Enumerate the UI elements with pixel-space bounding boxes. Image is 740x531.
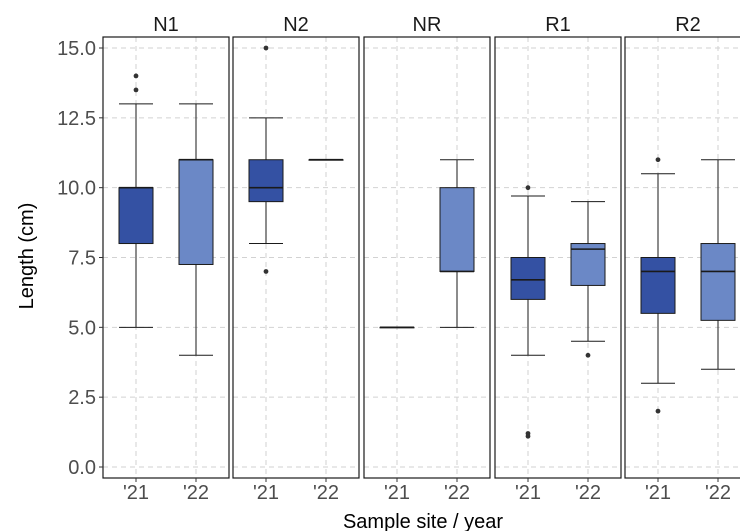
outlier-point <box>133 73 139 79</box>
box-iqr <box>570 243 606 286</box>
outlier-point <box>263 269 269 274</box>
y-tick-label: 12.5 <box>57 108 96 130</box>
x-tick-label: '22 <box>705 482 731 504</box>
box-iqr <box>510 257 546 300</box>
y-tick-label: 5.0 <box>68 317 96 339</box>
box-iqr <box>700 243 736 321</box>
y-tick-label: 0.0 <box>68 457 96 479</box>
outlier-point <box>263 45 269 51</box>
box-R1-22 <box>570 201 606 358</box>
box-NR-22 <box>439 159 475 328</box>
y-tick-label: 2.5 <box>68 387 96 409</box>
box-NR-21 <box>379 326 415 329</box>
x-tick-label: '22 <box>313 482 339 504</box>
x-tick-label: '21 <box>384 482 410 504</box>
outlier-point <box>525 431 531 436</box>
facet-panel <box>363 36 491 479</box>
box-N1-21 <box>118 73 154 328</box>
box-N1-22 <box>178 103 214 356</box>
x-tick-label: '22 <box>575 482 601 504</box>
outlier-point <box>655 408 661 414</box>
outlier-point <box>133 87 139 93</box>
facet-title: R2 <box>675 14 701 36</box>
facet-panel <box>494 36 622 479</box>
axis-layer: Length (cm) Sample site / year 0.0 2.5 5.0… <box>16 14 731 531</box>
facet-title: NR <box>413 14 442 36</box>
box-layer <box>118 45 736 439</box>
box-iqr <box>178 159 214 265</box>
x-tick-label: '22 <box>444 482 470 504</box>
facet-title: N2 <box>283 14 309 36</box>
box-iqr <box>118 187 154 245</box>
x-tick-label: '21 <box>645 482 671 504</box>
box-N2-22 <box>308 158 344 161</box>
facet-panel <box>624 36 740 479</box>
x-tick-label: '22 <box>183 482 209 504</box>
box-N2-21 <box>248 45 284 274</box>
x-tick-label: '21 <box>253 482 279 504</box>
x-tick-label: '21 <box>123 482 149 504</box>
y-tick-label: 15.0 <box>57 38 96 60</box>
box-R2-21 <box>640 157 676 414</box>
facet-title: N1 <box>153 14 179 36</box>
outlier-point <box>525 185 531 191</box>
facet-panel <box>232 36 360 479</box>
x-tick-label: '21 <box>515 482 541 504</box>
facet-title: R1 <box>545 14 571 36</box>
box-iqr <box>439 187 475 272</box>
box-R2-22 <box>700 159 736 370</box>
y-tick-label: 10.0 <box>57 178 96 200</box>
box-iqr <box>248 159 284 203</box>
y-tick-label: 7.5 <box>68 248 96 270</box>
outlier-point <box>585 352 591 358</box>
y-axis-title: Length (cm) <box>16 203 38 310</box>
x-axis-title: Sample site / year <box>343 511 503 531</box>
box-R1-21 <box>510 185 546 439</box>
outlier-point <box>655 157 661 163</box>
box-iqr <box>640 257 676 314</box>
frame-layer <box>102 36 740 479</box>
